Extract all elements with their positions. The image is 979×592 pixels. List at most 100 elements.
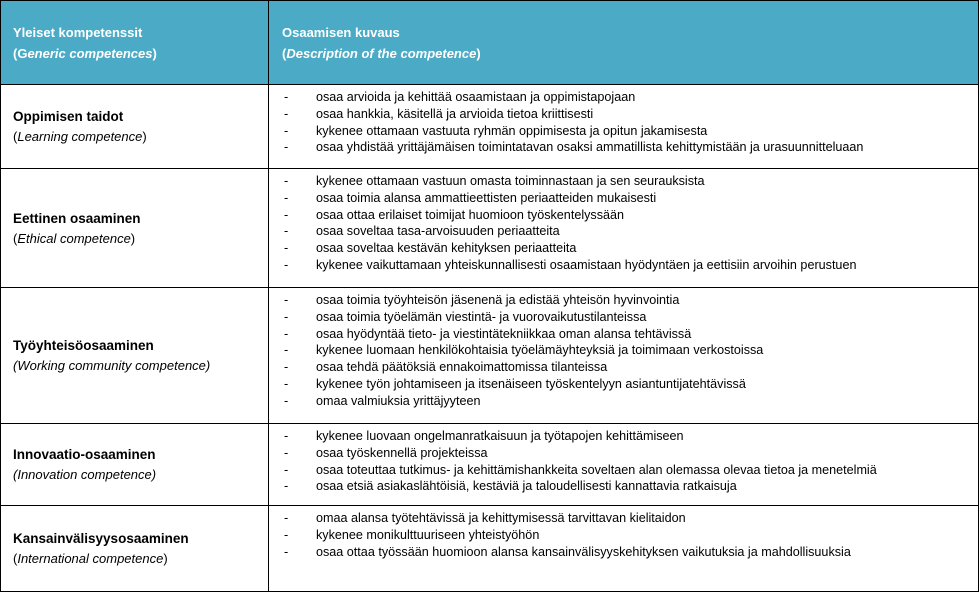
competence-item-text: osaa toimia alansa ammattieettisten peri…: [316, 190, 657, 205]
competence-item: - osaa soveltaa tasa-arvoisuuden periaatt…: [270, 223, 978, 240]
competence-title: Innovaatio-osaaminen: [13, 447, 156, 462]
competence-item: - osaa etsiä asiakaslähtöisiä, kestäviä j…: [270, 478, 978, 495]
competence-item: - kykenee luovaan ongelmanratkaisuun ja t…: [270, 428, 978, 445]
competence-item: - osaa yhdistää yrittäjämäisen toimintata…: [270, 139, 978, 156]
competence-english: (Working community competence): [13, 358, 211, 373]
competence-item-text: osaa tehdä päätöksiä ennakoimattomissa t…: [316, 360, 608, 375]
competence-description-cell: - osaa arvioida ja kehittää osaamistaan j…: [270, 85, 978, 168]
bullet-dash: -: [284, 123, 289, 138]
competence-item: - omaa valmiuksia yrittäjyyteen: [270, 393, 978, 410]
table-row: Eettinen osaaminen (Ethical competence) …: [1, 168, 978, 287]
competence-item-text: osaa toimia työyhteisön jäsenenä ja edis…: [316, 293, 680, 307]
bullet-dash: -: [284, 511, 289, 525]
competence-item-text: osaa ottaa erilaiset toimijat huomioon t…: [316, 207, 625, 222]
competence-item-text: kykenee luovaan ongelmanratkaisuun ja ty…: [316, 429, 684, 443]
competence-item: - kykenee monikulttuuriseen yhteistyöhön: [270, 527, 978, 544]
bullet-dash: -: [284, 462, 289, 477]
competence-english: (Innovation competence): [13, 467, 157, 482]
competence-item: - kykenee ottamaan vastuun omasta toiminn…: [270, 173, 978, 190]
bullet-dash: -: [284, 343, 289, 358]
competence-item: - osaa toimia työelämän viestintä- ja vuo…: [270, 309, 978, 326]
bullet-dash: -: [284, 376, 289, 391]
bullet-dash: -: [284, 360, 289, 375]
table-row: Kansainvälisyysosaaminen (International …: [1, 505, 978, 591]
table-row: Innovaatio-osaaminen (Innovation compete…: [1, 423, 978, 505]
bullet-dash: -: [284, 544, 289, 559]
competence-description-cell: - kykenee luovaan ongelmanratkaisuun ja t…: [270, 424, 978, 505]
header-col2-title: Osaamisen kuvaus: [282, 24, 400, 40]
bullet-dash: -: [284, 174, 289, 188]
bullet-dash: -: [284, 224, 289, 239]
competence-description-cell: - osaa toimia työyhteisön jäsenenä ja edi…: [270, 288, 978, 423]
competence-title: Työyhteisöosaaminen: [13, 338, 154, 353]
competence-item: - osaa ottaa työssään huomioon alansa kan…: [270, 544, 978, 561]
bullet-dash: -: [284, 190, 289, 205]
competence-item-text: omaa alansa työtehtävissä ja kehittymise…: [316, 511, 686, 525]
competence-list: - kykenee luovaan ongelmanratkaisuun ja t…: [270, 424, 978, 495]
competence-item-text: osaa yhdistää yrittäjämäisen toimintatav…: [316, 140, 864, 155]
competence-title: Kansainvälisyysosaaminen: [13, 531, 189, 546]
bullet-dash: -: [284, 207, 289, 222]
competence-item: - osaa työskennellä projekteissa: [270, 445, 978, 462]
competence-item-text: kykenee työn johtamiseen ja itsenäiseen …: [316, 376, 746, 391]
competence-item: - osaa ottaa erilaiset toimijat huomioon …: [270, 207, 978, 224]
bullet-dash: -: [284, 445, 289, 460]
competence-item: - osaa hyödyntää tieto- ja viestintätekni…: [270, 326, 978, 343]
bullet-dash: -: [284, 241, 289, 256]
header-col1-sub: (Generic competences): [13, 45, 157, 61]
competence-item: - osaa tehdä päätöksiä ennakoimattomissa …: [270, 359, 978, 376]
competence-item: - kykenee työn johtamiseen ja itsenäiseen…: [270, 376, 978, 393]
competence-name-cell: Innovaatio-osaaminen (Innovation compete…: [1, 424, 269, 505]
competence-description-cell: - omaa alansa työtehtävissä ja kehittymis…: [270, 506, 978, 591]
competence-english: (Learning competence): [13, 129, 147, 144]
competence-item-text: osaa työskennellä projekteissa: [316, 445, 488, 460]
header-cell-description: Osaamisen kuvaus (Description of the com…: [270, 1, 978, 84]
competence-name-cell: Oppimisen taidot (Learning competence): [1, 85, 269, 168]
competence-list: - kykenee ottamaan vastuun omasta toiminn…: [270, 169, 978, 274]
competence-item: - osaa toimia työyhteisön jäsenenä ja edi…: [270, 292, 978, 309]
bullet-dash: -: [284, 393, 289, 408]
competence-item-text: osaa etsiä asiakaslähtöisiä, kestäviä ja…: [316, 479, 737, 494]
bullet-dash: -: [284, 527, 289, 542]
header-cell-generic: Yleiset kompetenssit (Generic competence…: [1, 1, 269, 84]
competence-item: - kykenee luomaan henkilökohtaisia työelä…: [270, 342, 978, 359]
bullet-dash: -: [284, 106, 289, 121]
competence-item-text: osaa hyödyntää tieto- ja viestintäteknii…: [316, 326, 692, 341]
competence-item: - kykenee vaikuttamaan yhteiskunnallisest…: [270, 257, 978, 274]
bullet-dash: -: [284, 326, 289, 341]
table-header: Yleiset kompetenssit (Generic competence…: [1, 1, 978, 84]
competence-english: (International competence): [13, 551, 168, 566]
competence-item: - osaa toimia alansa ammattieettisten per…: [270, 190, 978, 207]
competence-item-text: kykenee monikulttuuriseen yhteistyöhön: [316, 527, 540, 542]
bullet-dash: -: [284, 429, 289, 443]
competence-item-text: osaa toteuttaa tutkimus- ja kehittämisha…: [316, 462, 877, 477]
header-col2-sub: (Description of the competence): [282, 45, 481, 61]
competence-item-text: kykenee ottamaan vastuuta ryhmän oppimis…: [316, 123, 708, 138]
competence-item-text: osaa toimia työelämän viestintä- ja vuor…: [316, 309, 647, 324]
competence-list: - osaa arvioida ja kehittää osaamistaan j…: [270, 85, 978, 156]
table-row: Oppimisen taidot (Learning competence) -…: [1, 84, 978, 168]
competence-name-cell: Työyhteisöosaaminen (Working community c…: [1, 288, 269, 423]
competence-item: - osaa arvioida ja kehittää osaamistaan j…: [270, 89, 978, 106]
competence-description-cell: - kykenee ottamaan vastuun omasta toiminn…: [270, 169, 978, 287]
header-col1-title: Yleiset kompetenssit: [13, 24, 143, 40]
competence-title: Oppimisen taidot: [13, 109, 124, 124]
table-row: Työyhteisöosaaminen (Working community c…: [1, 287, 978, 423]
bullet-dash: -: [284, 140, 289, 155]
competence-item: - osaa toteuttaa tutkimus- ja kehittämish…: [270, 462, 978, 479]
competence-list: - omaa alansa työtehtävissä ja kehittymis…: [270, 506, 978, 560]
competence-item-text: osaa hankkia, käsitellä ja arvioida tiet…: [316, 106, 594, 121]
competence-item: - kykenee ottamaan vastuuta ryhmän oppimi…: [270, 123, 978, 140]
competence-item-text: omaa valmiuksia yrittäjyyteen: [316, 393, 481, 408]
competence-item-text: kykenee ottamaan vastuun omasta toiminna…: [316, 174, 705, 188]
competence-item-text: osaa soveltaa kestävän kehityksen periaa…: [316, 241, 577, 256]
bullet-dash: -: [284, 309, 289, 324]
competence-name-cell: Eettinen osaaminen (Ethical competence): [1, 169, 269, 287]
competence-title: Eettinen osaaminen: [13, 210, 141, 226]
competence-name-cell: Kansainvälisyysosaaminen (International …: [1, 506, 269, 591]
competence-list: - osaa toimia työyhteisön jäsenenä ja edi…: [270, 288, 978, 410]
bullet-dash: -: [284, 293, 289, 307]
competence-item: - osaa hankkia, käsitellä ja arvioida tie…: [270, 106, 978, 123]
bullet-dash: -: [284, 90, 289, 104]
